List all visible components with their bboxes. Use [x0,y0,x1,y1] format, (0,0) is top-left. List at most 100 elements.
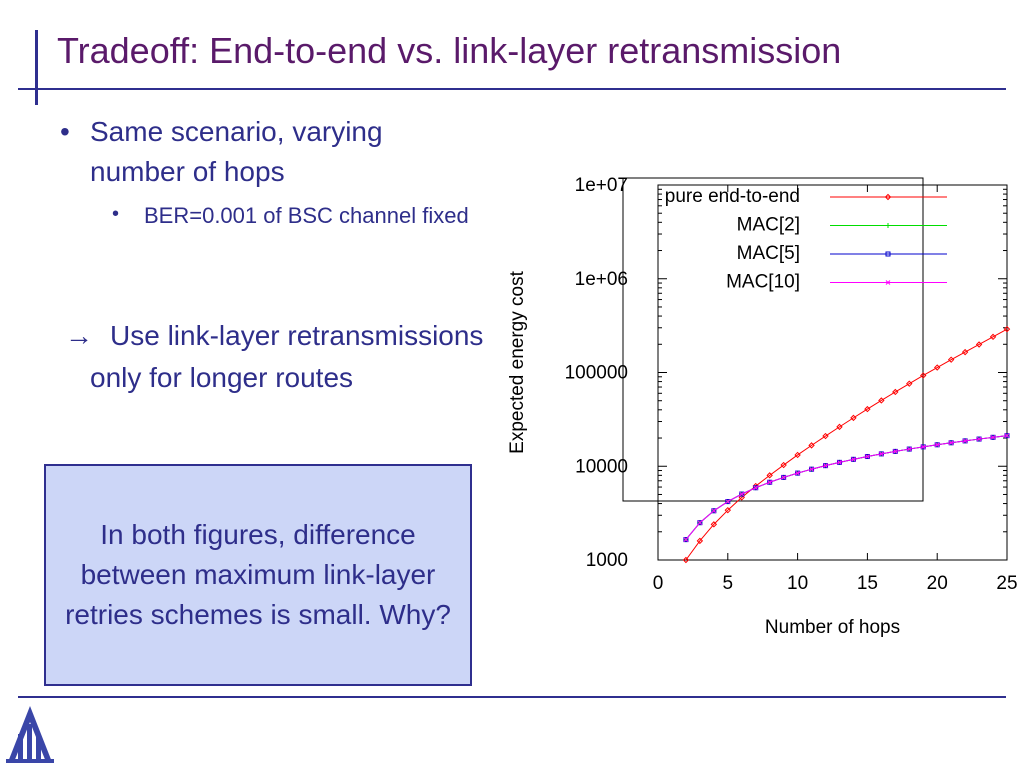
title-underline [18,88,1006,90]
data-point-mac-10 [962,438,968,444]
data-point-mac-10 [697,520,703,526]
data-point-pure-end-to-end [933,364,941,371]
data-point-mac-5 [697,520,703,526]
data-point-mac-10 [683,537,689,542]
data-point-mac-10 [767,479,773,485]
x-tick-label: 20 [927,573,948,594]
series-line-pure-end-to-end [685,328,1008,561]
data-point-pure-end-to-end [864,405,871,413]
data-point-pure-end-to-end [989,333,997,341]
data-point-mac-10 [865,454,870,459]
data-point-mac-10 [990,434,996,440]
data-point-pure-end-to-end [682,556,690,564]
energy-cost-chart: 0 5 10 15 20 25 1000 10000 100000 1e+06 1e+07 Numbe… [507,175,1018,638]
y-tick-label: 1e+07 [575,175,628,196]
data-point-mac-10 [795,470,800,476]
data-point-mac-5 [683,537,689,543]
legend-label-mac-2: MAC[2] [737,215,800,236]
y-tick-label: 1000 [586,550,628,571]
callout-text: In both figures, difference between maxi… [65,519,451,630]
data-point-pure-end-to-end [780,461,787,469]
legend-marker-mac-5 [885,251,891,257]
data-point-mac-5 [781,474,787,480]
data-point-pure-end-to-end [836,423,843,431]
data-point-pure-end-to-end [808,442,815,449]
legend-marker-pure-end-to-end [884,193,892,201]
data-point-mac-10 [851,456,856,462]
data-point-pure-end-to-end [947,356,955,363]
series-line-mac-10 [685,435,1008,540]
data-point-mac-10 [753,485,759,491]
series-mac-10 [683,433,1010,542]
data-point-pure-end-to-end [696,537,704,545]
data-point-pure-end-to-end [794,451,801,459]
data-point-mac-5 [767,479,773,485]
university-logo-icon [6,706,54,763]
bullet-sub: • BER=0.001 of BSC channel fixed [112,200,502,232]
y-tick-label: 100000 [565,363,628,384]
data-point-mac-10 [976,436,982,442]
data-point-mac-5 [795,470,801,476]
y-tick-label: 10000 [575,456,628,477]
data-point-pure-end-to-end [1003,325,1011,333]
legend-label-mac-5: MAC[5] [737,243,800,264]
legend-label-pure-end-to-end: pure end-to-end [665,186,800,207]
y-tick-label: 1e+06 [575,269,628,290]
x-tick-label: 5 [723,573,734,594]
conclusion-text: Use link-layer retransmissions only for … [90,320,484,393]
x-axis-label: Number of hops [765,617,900,638]
x-tick-label: 15 [857,573,878,594]
legend-label-mac-10: MAC[10] [726,272,800,293]
data-point-pure-end-to-end [975,341,983,348]
data-point-mac-10 [725,499,731,504]
bullet-dot-icon: • [60,116,70,147]
series-mac-5 [683,433,1010,543]
data-point-pure-end-to-end [906,380,913,387]
bullet-main: • Same scenario, varying number of hops [60,112,480,192]
legend-marker-mac-10 [885,280,891,285]
data-point-pure-end-to-end [766,472,773,479]
data-point-mac-10 [1004,433,1010,439]
data-point-pure-end-to-end [822,432,829,440]
y-axis-label: Expected energy cost [507,270,528,453]
bullet-main-text: Same scenario, varying number of hops [90,116,383,187]
x-tick-label: 10 [787,573,808,594]
plot-frame [657,184,1008,561]
page-title: Tradeoff: End-to-end vs. link-layer retr… [57,30,842,71]
series-line-mac-5 [685,435,1008,540]
data-point-mac-10 [837,460,842,465]
data-point-pure-end-to-end [850,414,857,422]
data-point-mac-5 [753,485,759,491]
data-point-pure-end-to-end [738,494,745,501]
data-point-mac-10 [823,463,828,468]
data-point-mac-5 [711,508,717,514]
data-point-pure-end-to-end [878,397,885,404]
footer-rule [18,696,1006,698]
data-point-mac-10 [948,440,954,446]
legend-box [622,177,924,502]
arrow-right-icon: → [65,320,93,351]
data-point-pure-end-to-end [724,506,732,514]
data-point-mac-10 [711,508,717,514]
conclusion-item: → Use link-layer retransmissions only fo… [65,315,485,399]
data-point-pure-end-to-end [920,372,927,379]
data-point-pure-end-to-end [710,521,718,528]
series-mac-2 [683,433,1010,543]
vertical-rule [35,30,38,105]
callout-box: In both figures, difference between maxi… [44,464,472,686]
data-point-pure-end-to-end [892,388,899,396]
data-point-mac-10 [920,444,926,450]
series-line-mac-2 [685,435,1008,540]
x-tick-label: 0 [653,573,664,594]
series-pure-end-to-end [682,325,1011,564]
data-point-mac-10 [892,449,898,454]
data-point-mac-10 [739,491,745,497]
data-point-mac-5 [739,491,745,497]
data-point-pure-end-to-end [961,348,969,356]
data-point-mac-10 [906,446,912,452]
data-point-mac-10 [781,475,786,480]
legend-marker-mac-2 [885,223,891,228]
bullet-sub-text: BER=0.001 of BSC channel fixed [144,203,469,228]
data-point-mac-5 [725,499,731,505]
data-point-mac-10 [879,451,884,457]
